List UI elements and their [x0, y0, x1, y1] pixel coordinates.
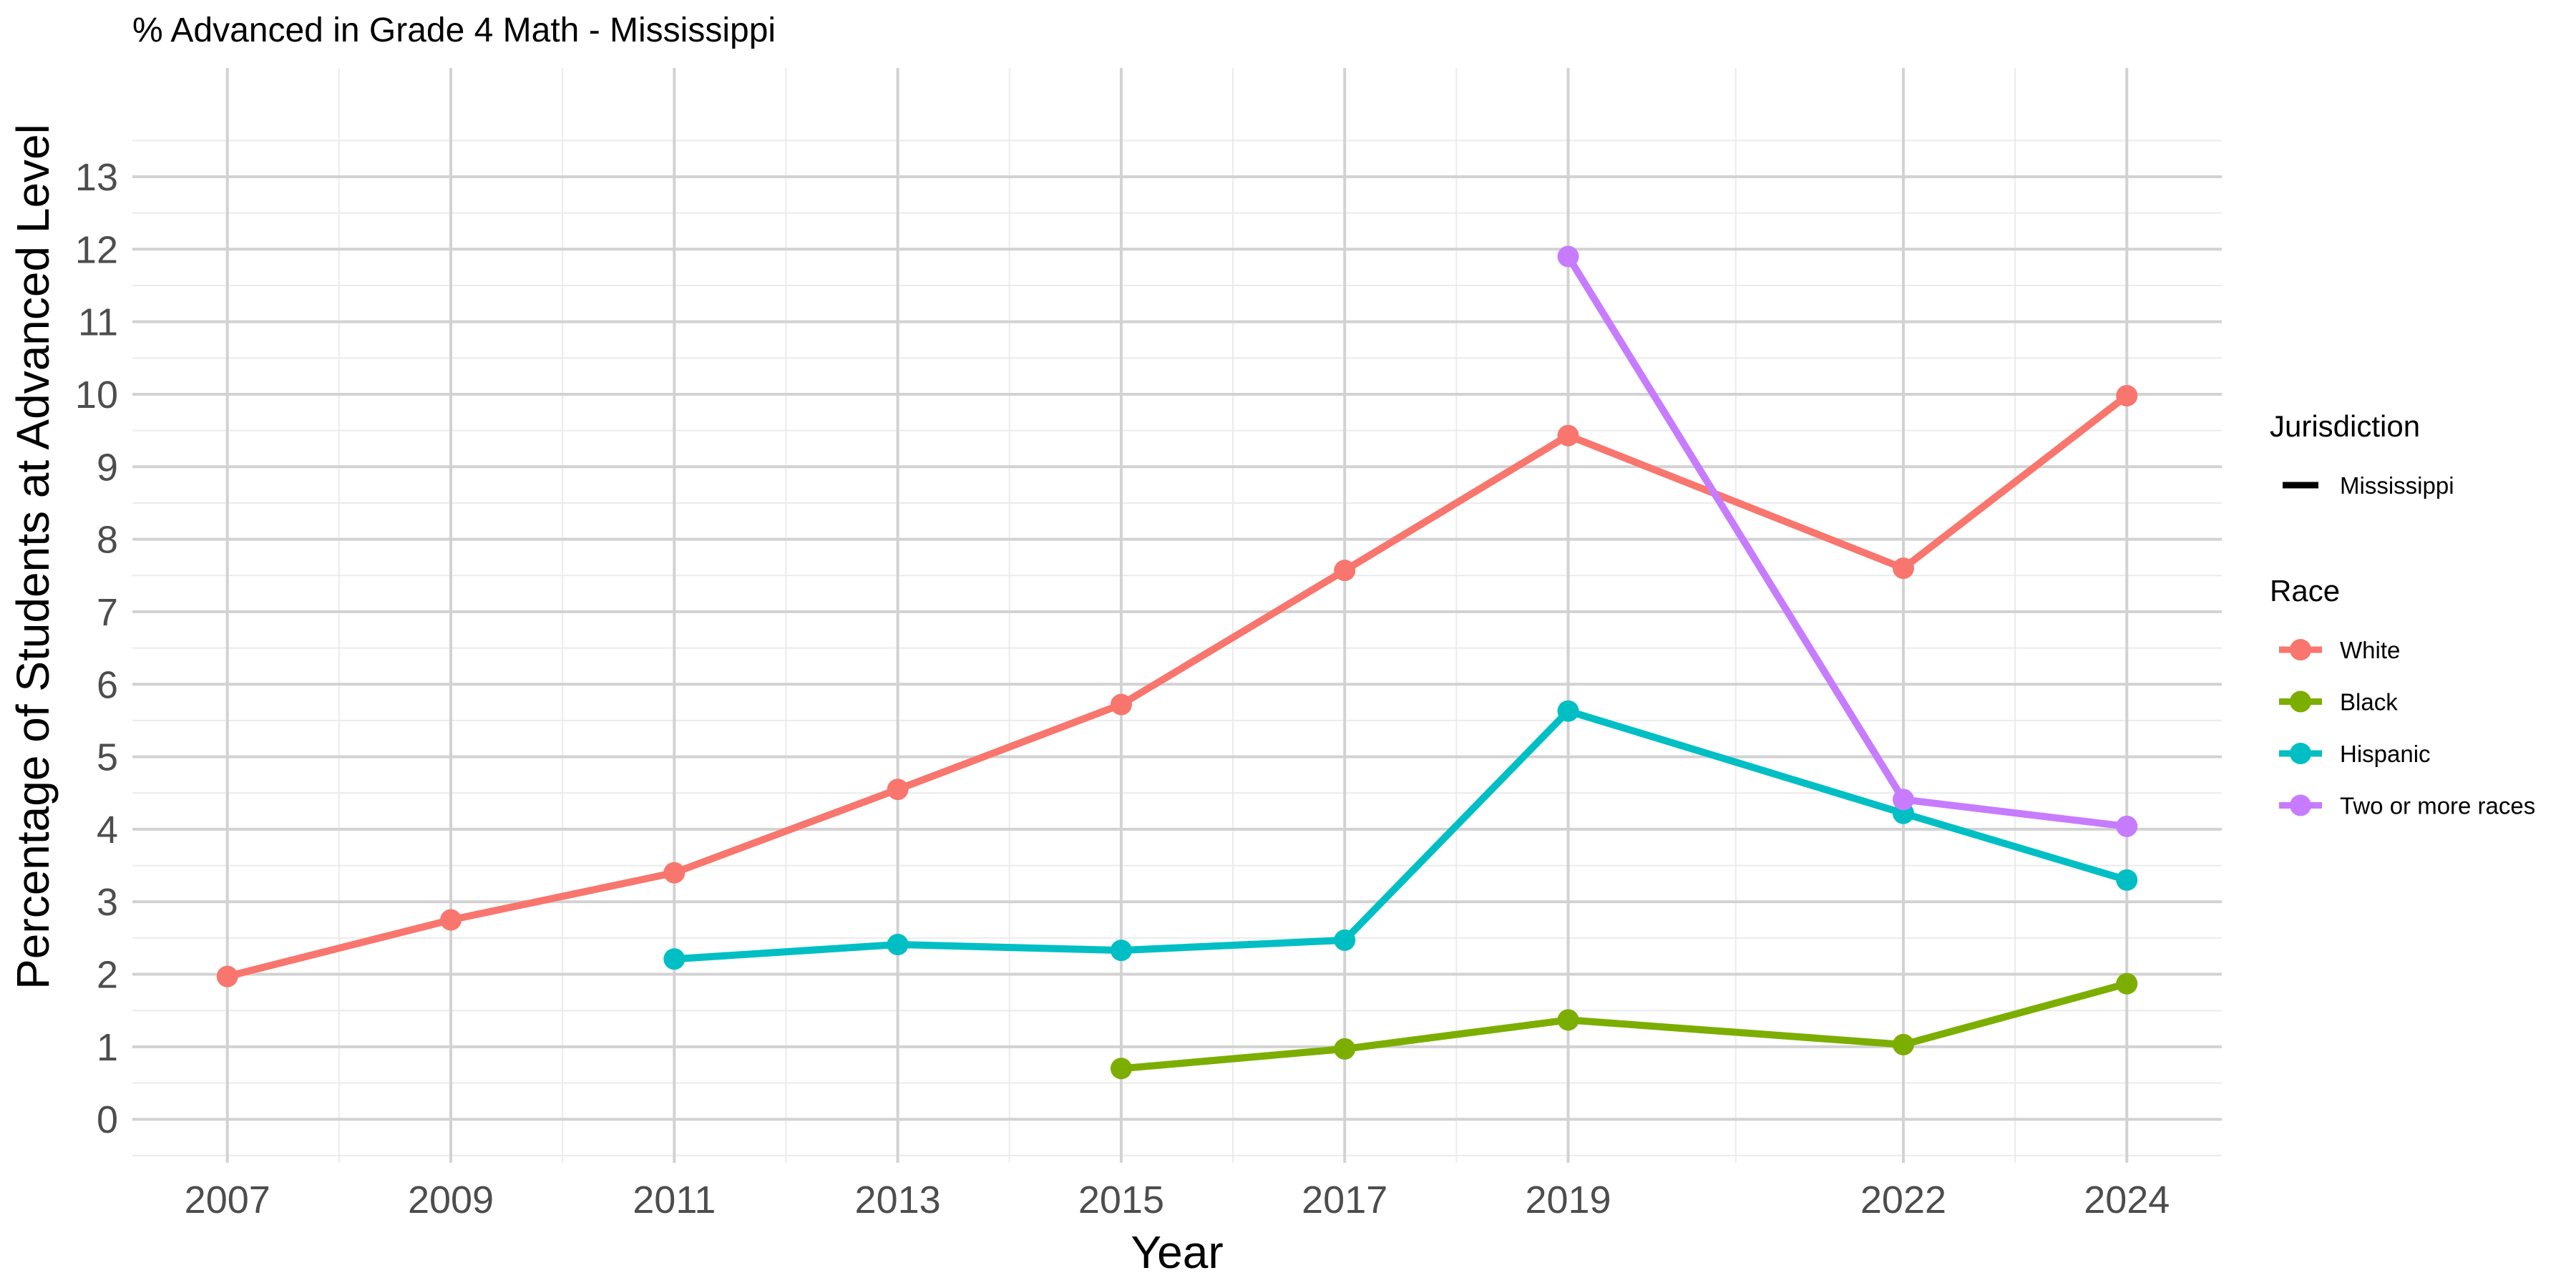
x-tick-label: 2007 — [185, 1179, 270, 1221]
chart-title: % Advanced in Grade 4 Math - Mississippi — [132, 11, 776, 49]
data-point — [1334, 929, 1356, 951]
data-point — [1892, 557, 1914, 580]
data-point — [1557, 245, 1579, 268]
y-tick-label: 13 — [75, 156, 118, 199]
data-point — [2116, 972, 2138, 995]
legend-item-label: Hispanic — [2340, 741, 2431, 767]
series-line — [1117, 980, 2131, 1073]
y-tick-label: 9 — [97, 446, 118, 489]
x-tick-label: 2015 — [1078, 1179, 1164, 1221]
series-hispanic — [663, 700, 2138, 970]
data-point — [887, 779, 909, 801]
data-point — [1892, 1033, 1914, 1055]
series-line — [223, 392, 2131, 980]
legend-key-point — [2290, 743, 2311, 764]
data-point — [216, 965, 238, 987]
series-white — [216, 384, 2138, 987]
legend-item-label: Black — [2340, 689, 2398, 716]
x-tick-label: 2017 — [1302, 1179, 1387, 1221]
x-tick-label: 2022 — [1860, 1179, 1946, 1221]
y-tick-label: 4 — [97, 809, 118, 852]
legend-title-jurisdiction: Jurisdiction — [2270, 409, 2420, 443]
x-tick-label: 2011 — [633, 1179, 716, 1221]
x-tick-label: 2019 — [1525, 1179, 1611, 1221]
legend-race-items: White Black Hispanic Two or more races — [2279, 637, 2535, 819]
x-tick-label: 2013 — [855, 1179, 941, 1221]
legend-key-point — [2290, 794, 2311, 816]
data-point — [2116, 815, 2138, 837]
y-tick-label: 5 — [97, 736, 118, 779]
y-axis-title: Percentage of Students at Advanced Level — [7, 124, 59, 990]
data-point — [1557, 700, 1579, 722]
data-point — [440, 909, 462, 931]
series-two-or-more-races — [1557, 245, 2138, 837]
data-point — [1892, 789, 1914, 811]
data-point — [1334, 560, 1356, 582]
legend-jurisdiction-items: Mississippi — [2283, 472, 2454, 499]
y-tick-label: 11 — [78, 301, 118, 344]
y-tick-label: 0 — [97, 1098, 118, 1141]
data-point — [887, 934, 909, 956]
y-tick-label: 6 — [97, 663, 118, 706]
legend-key-point — [2290, 691, 2311, 713]
series-black — [1110, 972, 2138, 1080]
legend-item-label: Two or more races — [2340, 793, 2535, 819]
y-tick-label: 12 — [75, 228, 118, 271]
y-tick-label: 3 — [97, 881, 118, 924]
data-point — [1110, 693, 1132, 716]
data-series — [216, 245, 2138, 1080]
series-line — [1564, 253, 2131, 830]
data-point — [663, 862, 686, 884]
plot-grid — [132, 68, 2222, 1163]
y-tick-label: 2 — [97, 954, 118, 997]
data-point — [1334, 1038, 1356, 1060]
legend-key-point — [2290, 639, 2311, 660]
data-point — [1110, 940, 1132, 962]
data-point — [1110, 1058, 1132, 1080]
series-line — [670, 707, 2131, 963]
data-point — [1557, 424, 1579, 447]
legend: Jurisdiction Mississippi Race White Black… — [2270, 409, 2535, 819]
legend-item-label: Mississippi — [2340, 472, 2454, 499]
y-tick-label: 7 — [97, 591, 118, 634]
x-tick-label: 2009 — [408, 1179, 494, 1221]
data-point — [2116, 384, 2138, 406]
y-tick-label: 10 — [75, 374, 118, 416]
data-point — [2116, 869, 2138, 891]
x-axis-title: Year — [1131, 1226, 1223, 1278]
legend-title-race: Race — [2270, 574, 2340, 608]
y-tick-label: 1 — [97, 1026, 118, 1069]
x-tick-label: 2024 — [2084, 1179, 2170, 1221]
legend-item-label: White — [2340, 637, 2400, 663]
data-point — [663, 948, 686, 970]
data-point — [1557, 1009, 1579, 1031]
y-tick-label: 8 — [97, 519, 118, 562]
